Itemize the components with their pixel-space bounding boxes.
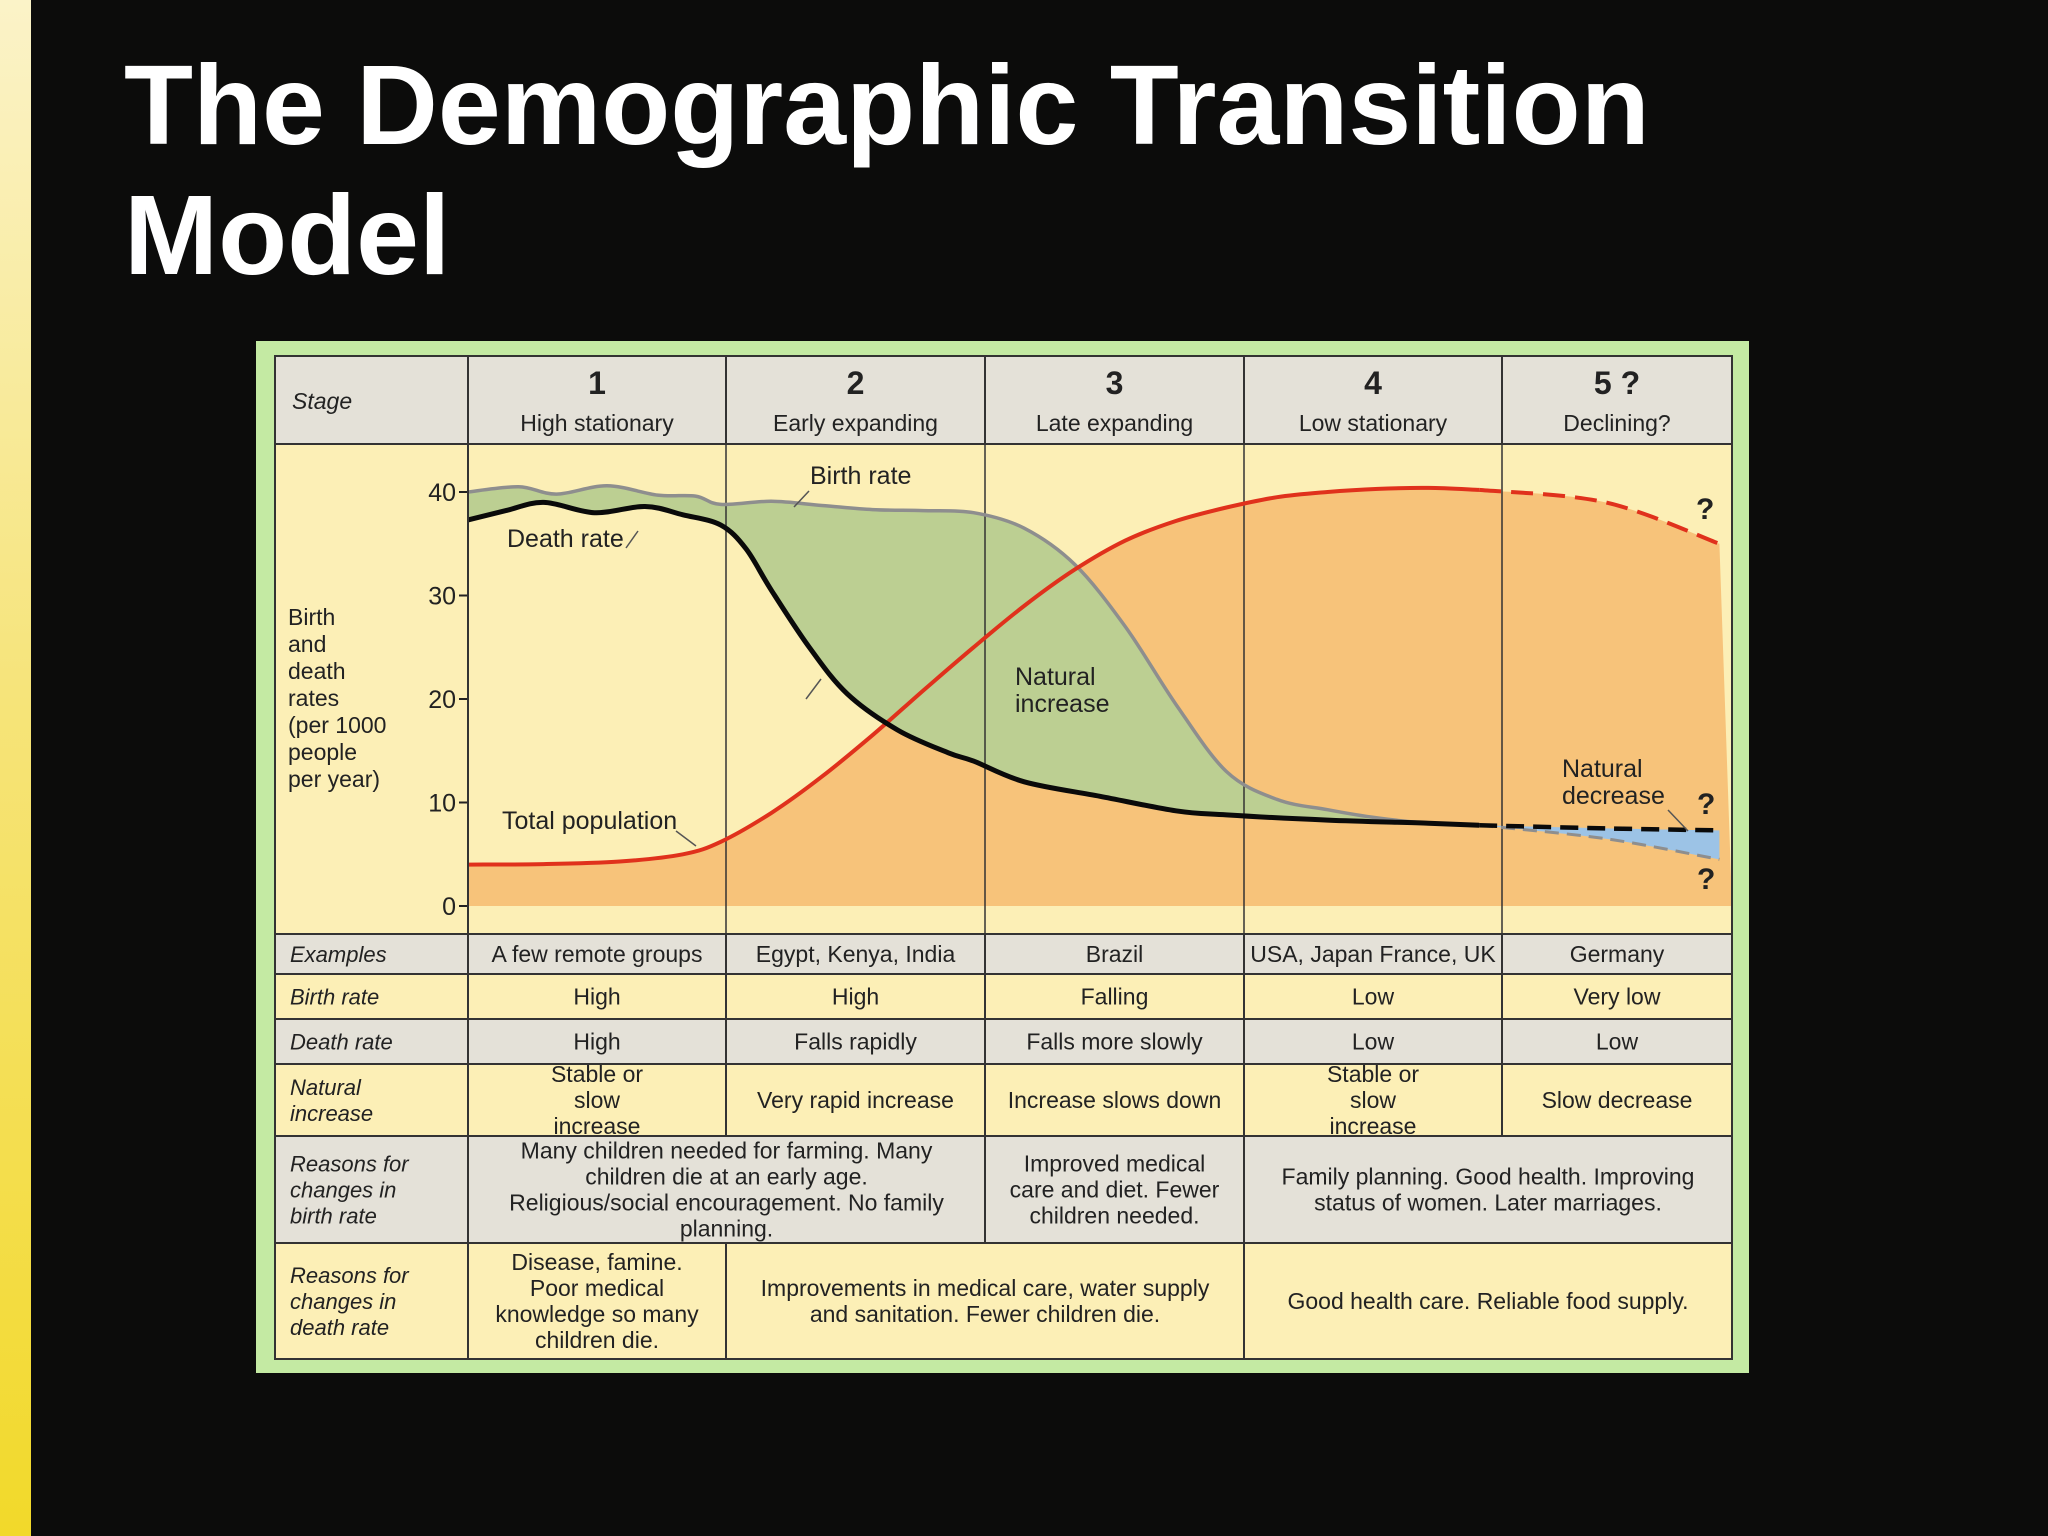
figure-svg: Stage 1 High stationary 2 Early expanding 3 L… — [256, 341, 1749, 1373]
y-tick-label: 10 — [428, 790, 456, 818]
total-population-annotation-leader — [675, 830, 697, 847]
natural-increase-annotation: Natural increase — [1015, 663, 1110, 718]
table-row — [275, 1064, 1732, 1136]
table-cell: Improved medical care and diet. Fewer chil… — [1010, 1151, 1220, 1229]
table-cell: USA, Japan France, UK — [1250, 941, 1496, 967]
death-rate-projection — [1479, 823, 1720, 833]
y-axis-label-line: (per 1000 — [288, 712, 386, 738]
total-population-annotation: Total population — [502, 807, 677, 835]
table-row — [275, 1136, 1732, 1243]
table-cell: Brazil — [1086, 941, 1144, 967]
stage-1-cell — [468, 356, 726, 444]
y-axis-label-line: and — [288, 631, 326, 657]
table-cell: High — [573, 1029, 620, 1055]
table-cell: High — [573, 984, 620, 1010]
table-cell: Very low — [1574, 984, 1661, 1010]
table-cell: Improvements in medical care, water supp… — [761, 1275, 1210, 1327]
table-row-label: Birth rate — [290, 985, 379, 1010]
y-tick-label: 0 — [442, 893, 456, 921]
table-cell: Good health care. Reliable food supply. — [1287, 1288, 1688, 1314]
table-gridlines — [274, 355, 1733, 1360]
death-rate-question-mark: ? — [1697, 788, 1715, 821]
table-row — [275, 974, 1732, 1019]
table-row-label: Reasons for changes in birth rate — [290, 1152, 410, 1229]
total-population-line — [467, 485, 1480, 867]
stage-1-number: 1 — [588, 365, 606, 401]
y-axis-label-line: per year) — [288, 766, 380, 792]
left-accent-stripe — [0, 0, 31, 1536]
y-tick-label: 30 — [428, 583, 456, 611]
table-row-label: Natural increase — [290, 1075, 373, 1126]
stage-4-name: Low stationary — [1299, 410, 1448, 436]
stage-4-number: 4 — [1364, 365, 1382, 401]
table-cell: Low — [1352, 984, 1395, 1010]
table-cell: Falls rapidly — [794, 1029, 917, 1055]
stage-2-number: 2 — [847, 365, 865, 401]
table-cell: Falling — [1081, 984, 1149, 1010]
birth-rate-annotation-leader — [793, 490, 810, 508]
demographic-transition-figure: Stage 1 High stationary 2 Early expanding 3 L… — [256, 341, 1749, 1378]
table-cell: Stable or slow increase — [551, 1061, 643, 1139]
table-cell: Falls more slowly — [1026, 1029, 1203, 1055]
table-cell: Egypt, Kenya, India — [756, 941, 956, 967]
stage-3-name: Late expanding — [1036, 410, 1193, 436]
population-question-mark: ? — [1696, 493, 1714, 526]
death-rate-annotation: Death rate — [507, 525, 624, 553]
y-tick-label: 40 — [428, 479, 456, 507]
table-cell: Family planning. Good health. Improving s… — [1282, 1164, 1695, 1216]
birth-rate-line — [467, 484, 1480, 828]
death-rate-annotation-leader — [625, 530, 639, 549]
natural-decrease-leader — [1667, 809, 1689, 832]
y-axis-label-line: death — [288, 658, 346, 684]
table-cell: Many children needed for farming. Many ch… — [509, 1138, 944, 1242]
stage-5-name: Declining? — [1563, 410, 1670, 436]
chart-axis-cell — [275, 444, 468, 934]
birth-rate-leader — [805, 678, 822, 700]
stage-header-row: Stage 1 High stationary 2 Early expanding 3 L… — [275, 356, 1732, 444]
death-rate-line — [467, 499, 1480, 828]
table-row — [275, 1019, 1732, 1064]
stage-label-cell — [275, 356, 468, 444]
table-cell: A few remote groups — [492, 941, 703, 967]
table-row-label: Death rate — [290, 1030, 393, 1055]
table-cell: Low — [1352, 1029, 1395, 1055]
stage-5-number: 5 ? — [1594, 365, 1640, 401]
stage-characteristics-table: Examples A few remote groups Egypt, Kenya,… — [275, 934, 1732, 1359]
table-row — [275, 1243, 1732, 1359]
outer-border — [274, 355, 1733, 1360]
stage-4-cell — [1244, 356, 1502, 444]
table-cell: High — [832, 984, 879, 1010]
table-cell: Germany — [1570, 941, 1665, 967]
table-row — [275, 934, 1732, 974]
table-cell: Stable or slow increase — [1327, 1061, 1419, 1139]
y-axis-label-line: people — [288, 739, 357, 765]
slide-title: The Demographic Transition Model — [124, 42, 1650, 298]
table-cell: Low — [1596, 1029, 1639, 1055]
table-cell: Increase slows down — [1008, 1087, 1222, 1113]
stage-3-cell — [985, 356, 1244, 444]
stage-1-name: High stationary — [520, 410, 674, 436]
y-axis-label-line: rates — [288, 685, 339, 711]
y-axis-label-line: Birth — [288, 604, 335, 630]
birth-rate-annotation: Birth rate — [810, 462, 911, 490]
birth-rate-question-mark: ? — [1697, 863, 1715, 896]
stage-row-label: Stage — [292, 388, 352, 414]
stage-dividers — [725, 444, 1503, 934]
y-tick-label: 20 — [428, 686, 456, 714]
table-cell: Slow decrease — [1542, 1087, 1693, 1113]
table-row-label: Reasons for changes in death rate — [290, 1263, 410, 1340]
stage-5-cell — [1502, 356, 1732, 444]
table-row-label: Examples — [290, 942, 387, 967]
natural-increase-band — [468, 485, 1480, 826]
natural-decrease-area — [1479, 825, 1720, 860]
stage-2-name: Early expanding — [773, 410, 938, 436]
stage-3-number: 3 — [1106, 365, 1124, 401]
table-cell: Disease, famine. Poor medical knowledge so… — [495, 1249, 699, 1353]
table-cell: Very rapid increase — [757, 1087, 954, 1113]
stage-2-cell — [726, 356, 985, 444]
natural-decrease-annotation: Natural decrease — [1562, 755, 1665, 810]
